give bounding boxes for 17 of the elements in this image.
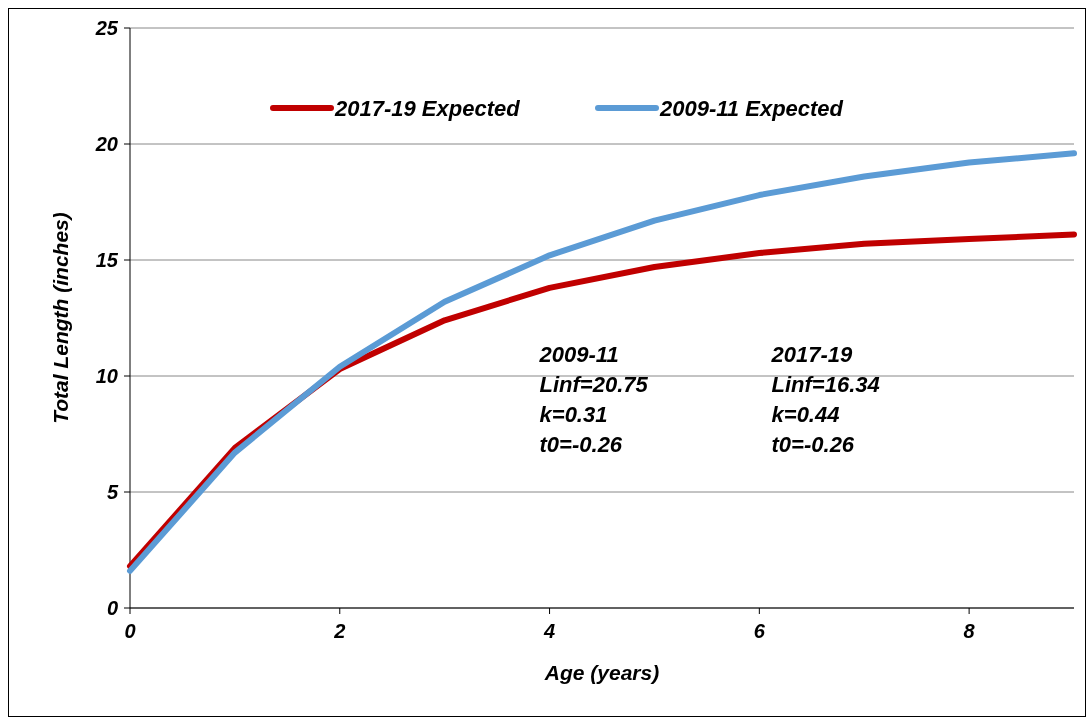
x-tick-label: 4	[542, 620, 556, 642]
x-axis-title: Age (years)	[543, 661, 660, 684]
y-axis-title: Total Length (inches)	[49, 212, 72, 424]
annotation: 2009-11 Linf=20.75 k=0.31 t0=-0.26	[538, 342, 649, 458]
y-tick-label: 15	[95, 249, 119, 271]
y-tick-label: 25	[94, 17, 119, 39]
x-tick-label: 0	[124, 620, 136, 642]
y-tick-label: 0	[106, 597, 118, 619]
x-tick-label: 2	[333, 620, 346, 642]
y-tick-label: 5	[106, 481, 119, 503]
legend-label: 2009-11 Expected	[659, 95, 844, 121]
x-tick-label: 8	[963, 620, 976, 642]
y-tick-label: 10	[95, 365, 118, 387]
annotation: 2017-19 Linf=16.34 k=0.44 t0=-0.26	[770, 342, 880, 458]
legend-label: 2017-19 Expected	[334, 95, 521, 121]
y-tick-label: 20	[94, 133, 118, 155]
x-tick-label: 6	[753, 620, 766, 642]
